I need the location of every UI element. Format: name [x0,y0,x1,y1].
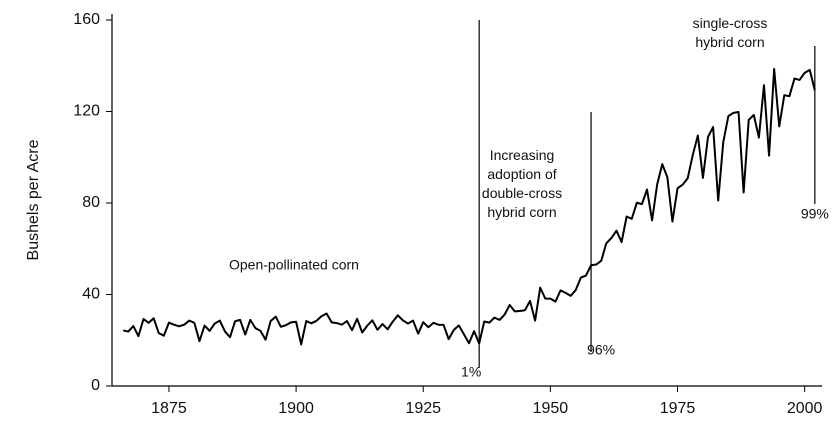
y-tick-label: 0 [91,377,100,394]
x-tick-label: 1975 [660,400,696,417]
marker-label: 99% [801,206,829,222]
y-tick-label: 80 [82,194,100,211]
annotation: single-cross hybrid corn [692,15,768,50]
y-tick-label: 120 [73,103,100,120]
y-tick-label: 40 [82,286,100,303]
x-tick-label: 2000 [787,400,823,417]
series-line [122,67,816,346]
x-tick-label: 1925 [405,400,441,417]
annotation: Open-pollinated corn [229,257,359,273]
x-tick-label: 1875 [151,400,187,417]
marker-label: 96% [587,342,615,358]
annotation: Increasing adoption of double-cross hybr… [481,147,563,220]
annotation-box: Increasing adoption of double-cross hybr… [481,147,563,220]
x-tick-label: 1900 [278,400,314,417]
y-axis-label: Bushels per Acre [25,139,42,260]
marker-label: 1% [461,364,481,380]
y-tick-label: 160 [73,11,100,28]
x-tick-label: 1950 [533,400,569,417]
annotation-box: single-cross hybrid corn [692,15,768,50]
